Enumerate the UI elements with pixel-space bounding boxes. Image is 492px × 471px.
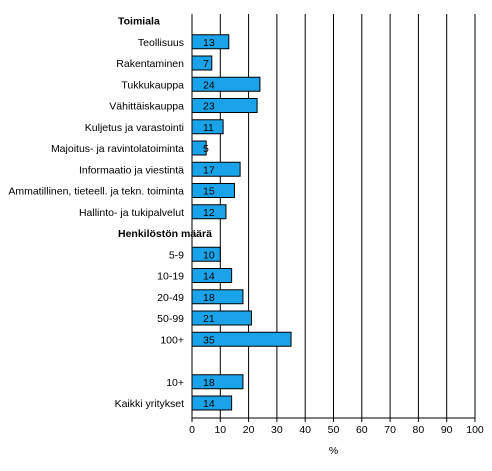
data-label: 21 bbox=[203, 313, 215, 325]
data-label: 13 bbox=[203, 37, 215, 49]
x-tick-label: 20 bbox=[243, 424, 255, 436]
x-tick-label: 0 bbox=[189, 424, 195, 436]
category-label: Rakentaminen bbox=[116, 58, 184, 70]
category-label: Kaikki yritykset bbox=[115, 398, 185, 410]
data-label: 7 bbox=[203, 58, 209, 70]
bar bbox=[191, 289, 244, 305]
category-label: Informaatio ja viestintä bbox=[79, 164, 184, 176]
data-label: 12 bbox=[203, 207, 215, 219]
x-tick-label: 30 bbox=[271, 424, 283, 436]
bar bbox=[191, 161, 241, 177]
x-axis: 0 10 20 30 40 50 60 70 80 90 100 bbox=[189, 14, 484, 436]
category-label: Teollisuus bbox=[138, 37, 184, 49]
bar bbox=[191, 98, 258, 113]
category-label: 5-9 bbox=[169, 249, 184, 261]
bar bbox=[191, 374, 244, 390]
x-tick-label: 50 bbox=[328, 424, 340, 436]
category-label: 50-99 bbox=[157, 313, 184, 325]
category-labels: Toimiala Teollisuus Rakentaminen Tukkukaupp… bbox=[8, 16, 212, 411]
category-label: Vähittäiskauppa bbox=[109, 101, 184, 113]
x-tick-label: 90 bbox=[441, 424, 453, 436]
data-label: 14 bbox=[203, 398, 215, 410]
bars: 13 7 24 23 11 5 17 15 12 10 14 18 21 35 18 14 bbox=[191, 34, 292, 411]
data-label: 5 bbox=[203, 143, 209, 155]
data-label: 18 bbox=[203, 377, 215, 389]
category-label: 100+ bbox=[160, 334, 184, 346]
category-label: 10+ bbox=[166, 377, 184, 389]
category-label: Kuljetus ja varastointi bbox=[85, 122, 184, 134]
category-label: 20-49 bbox=[157, 292, 184, 304]
category-label: Majoitus- ja ravintolatoiminta bbox=[51, 143, 184, 155]
section-header: Henkilöstön määrä bbox=[118, 228, 212, 240]
x-tick-label: 40 bbox=[299, 424, 311, 436]
data-label: 17 bbox=[203, 164, 215, 176]
x-tick-label: 10 bbox=[214, 424, 226, 436]
x-axis-title: % bbox=[329, 445, 338, 457]
data-label: 24 bbox=[203, 79, 215, 91]
data-label: 15 bbox=[203, 186, 215, 198]
x-tick-label: 80 bbox=[413, 424, 425, 436]
data-label: 10 bbox=[203, 249, 215, 261]
data-label: 35 bbox=[203, 334, 215, 346]
x-tick-label: 70 bbox=[384, 424, 396, 436]
gridlines bbox=[191, 14, 476, 418]
category-label: Hallinto- ja tukipalvelut bbox=[79, 207, 184, 219]
data-label: 18 bbox=[203, 292, 215, 304]
category-label: 10-19 bbox=[157, 271, 184, 283]
category-label: Ammatillinen, tieteell. ja tekn. toimint… bbox=[8, 186, 184, 198]
category-label: Tukkukauppa bbox=[121, 79, 184, 91]
data-label: 23 bbox=[203, 101, 215, 113]
section-header: Toimiala bbox=[118, 16, 160, 28]
bar bbox=[191, 310, 252, 326]
x-tick-label: 100 bbox=[466, 424, 484, 436]
data-label: 11 bbox=[203, 122, 214, 134]
data-label: 14 bbox=[203, 271, 215, 283]
x-tick-label: 60 bbox=[356, 424, 368, 436]
